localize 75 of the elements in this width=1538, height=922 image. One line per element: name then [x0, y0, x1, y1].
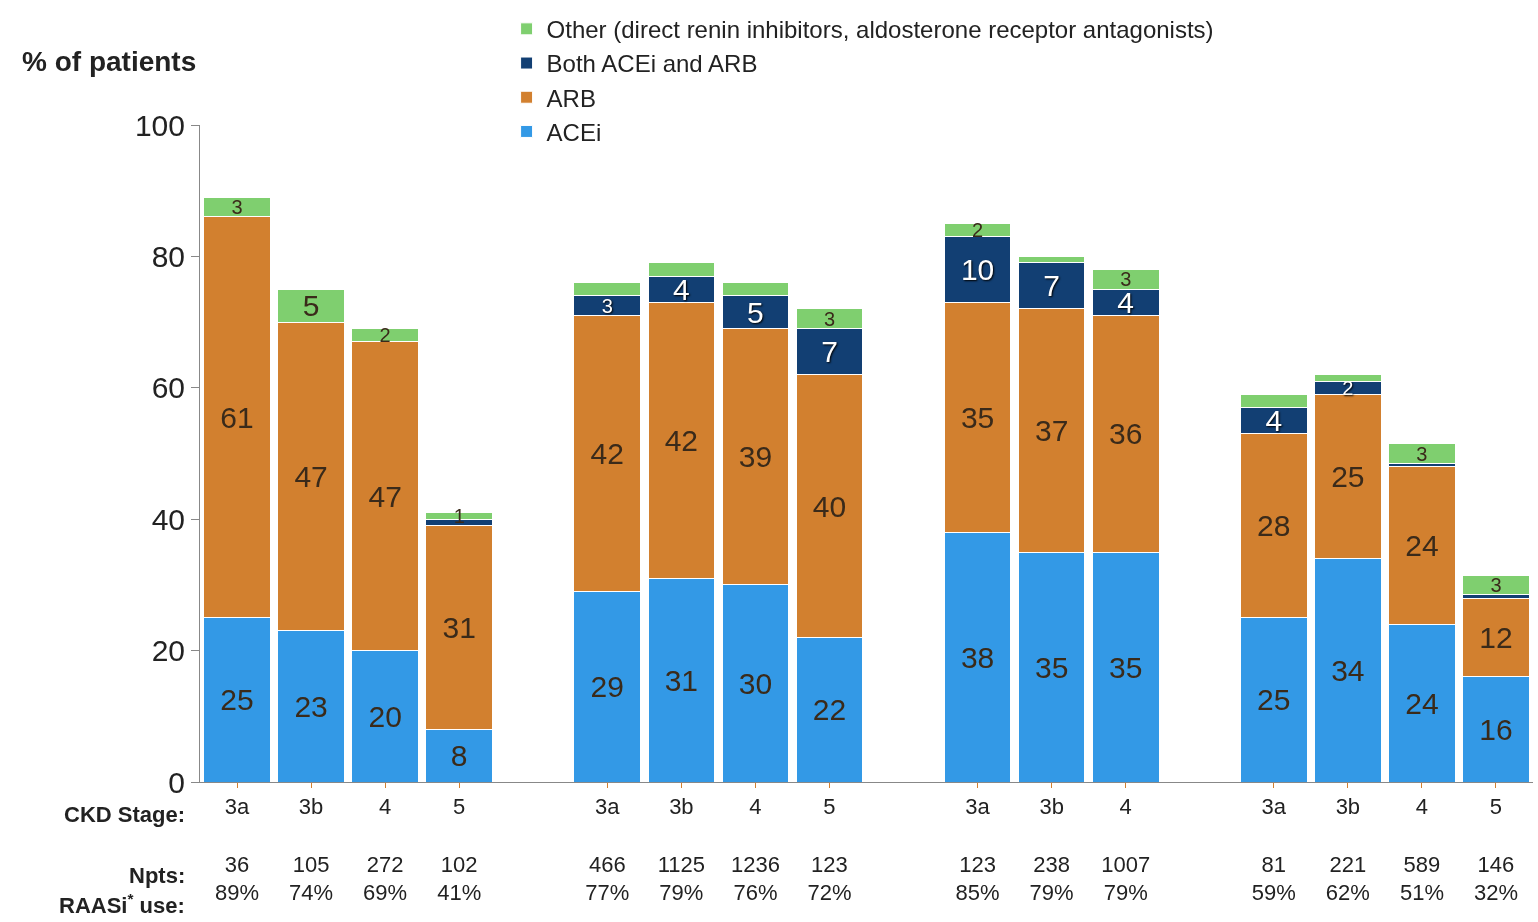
y-tick-label: 40	[151, 502, 185, 536]
legend-label: ACEi	[546, 118, 602, 146]
text: Npts:	[129, 863, 186, 888]
data-label: 22	[812, 693, 847, 727]
data-label: 35	[1034, 650, 1069, 684]
bar	[1388, 443, 1456, 464]
data-label: 25	[1257, 683, 1291, 717]
y-tick-label: 80	[151, 239, 185, 273]
data-label: 36	[1109, 417, 1143, 451]
data-label: 2	[972, 219, 984, 242]
data-label: 3	[823, 307, 836, 330]
category-label: 4 1007 79%	[1101, 794, 1151, 906]
data-label: 42	[664, 423, 699, 457]
legend-label: Both ACEi and ARB	[546, 50, 758, 78]
category-label: 5 102 41%	[437, 794, 482, 906]
data-label: 24	[1405, 686, 1439, 720]
data-label: 23	[294, 689, 328, 723]
data-label: 30	[738, 666, 773, 700]
legend-label: Other (direct renin inhibitors, aldosterone receptor antagonists)	[546, 16, 1214, 44]
category-label: 3a 123 85%	[955, 794, 1000, 906]
data-label: 34	[1331, 653, 1365, 687]
text: CKD Stage:	[64, 802, 186, 827]
data-label: 25	[220, 683, 254, 717]
category-label: 3a 36 89%	[215, 794, 260, 906]
category-label: 4 1236 76%	[730, 794, 780, 906]
text: RAASi$^{*}$ use:	[59, 890, 185, 919]
y-tick-label: 0	[168, 765, 185, 799]
data-label: 40	[812, 489, 847, 523]
category-label: 5 123 72%	[807, 794, 852, 906]
data-label: 3	[1416, 442, 1428, 465]
category-label: 3b 1125 79%	[657, 794, 706, 906]
data-label: 35	[960, 400, 995, 434]
data-label: 47	[294, 459, 328, 493]
data-label: 5	[747, 295, 764, 329]
category-label: 3a 81 59%	[1251, 794, 1296, 906]
y-axis-title: % of patients	[22, 46, 197, 77]
data-label: 12	[1479, 620, 1513, 654]
data-label: 3	[231, 196, 243, 219]
y-tick-label: 20	[151, 634, 185, 668]
data-label: 7	[821, 335, 838, 369]
bar	[1462, 574, 1530, 596]
data-label: 8	[450, 739, 468, 773]
category-label: 3b 221 62%	[1325, 794, 1370, 906]
data-label: 4	[673, 272, 690, 306]
data-label: 10	[960, 253, 995, 287]
data-label: 16	[1479, 712, 1513, 746]
data-label: 38	[960, 640, 995, 674]
category-label: 4 272 69%	[363, 794, 408, 906]
data-label: 5	[302, 289, 320, 323]
data-label: 28	[1257, 509, 1291, 543]
data-label: 2	[379, 324, 391, 347]
category-label: 3b 105 74%	[289, 794, 334, 906]
data-label: 3	[1490, 573, 1502, 596]
data-label: 29	[590, 670, 624, 704]
category-label: 3b 238 79%	[1029, 794, 1074, 906]
data-label: 42	[590, 437, 624, 470]
data-label: 25	[1331, 459, 1365, 493]
y-tick-label: 60	[151, 371, 185, 405]
data-label: 7	[1043, 269, 1060, 303]
data-label: 20	[368, 699, 402, 733]
data-label: 31	[442, 611, 476, 645]
data-label: 24	[1405, 528, 1439, 562]
data-label: 37	[1034, 414, 1069, 448]
category-label: 4 589 51%	[1399, 794, 1444, 906]
data-label: 61	[220, 400, 254, 434]
category-label: 5 146 32%	[1473, 794, 1518, 906]
data-label: 31	[664, 663, 699, 697]
data-label: 4	[1265, 404, 1283, 438]
y-tick-label: 100	[134, 108, 185, 142]
legend-label: ARB	[546, 84, 596, 112]
data-label: 39	[738, 440, 773, 474]
data-label: 3	[601, 294, 613, 317]
data-label: 47	[368, 479, 402, 513]
data-label: 35	[1109, 650, 1143, 684]
category-label: 3a 466 77%	[585, 794, 630, 906]
